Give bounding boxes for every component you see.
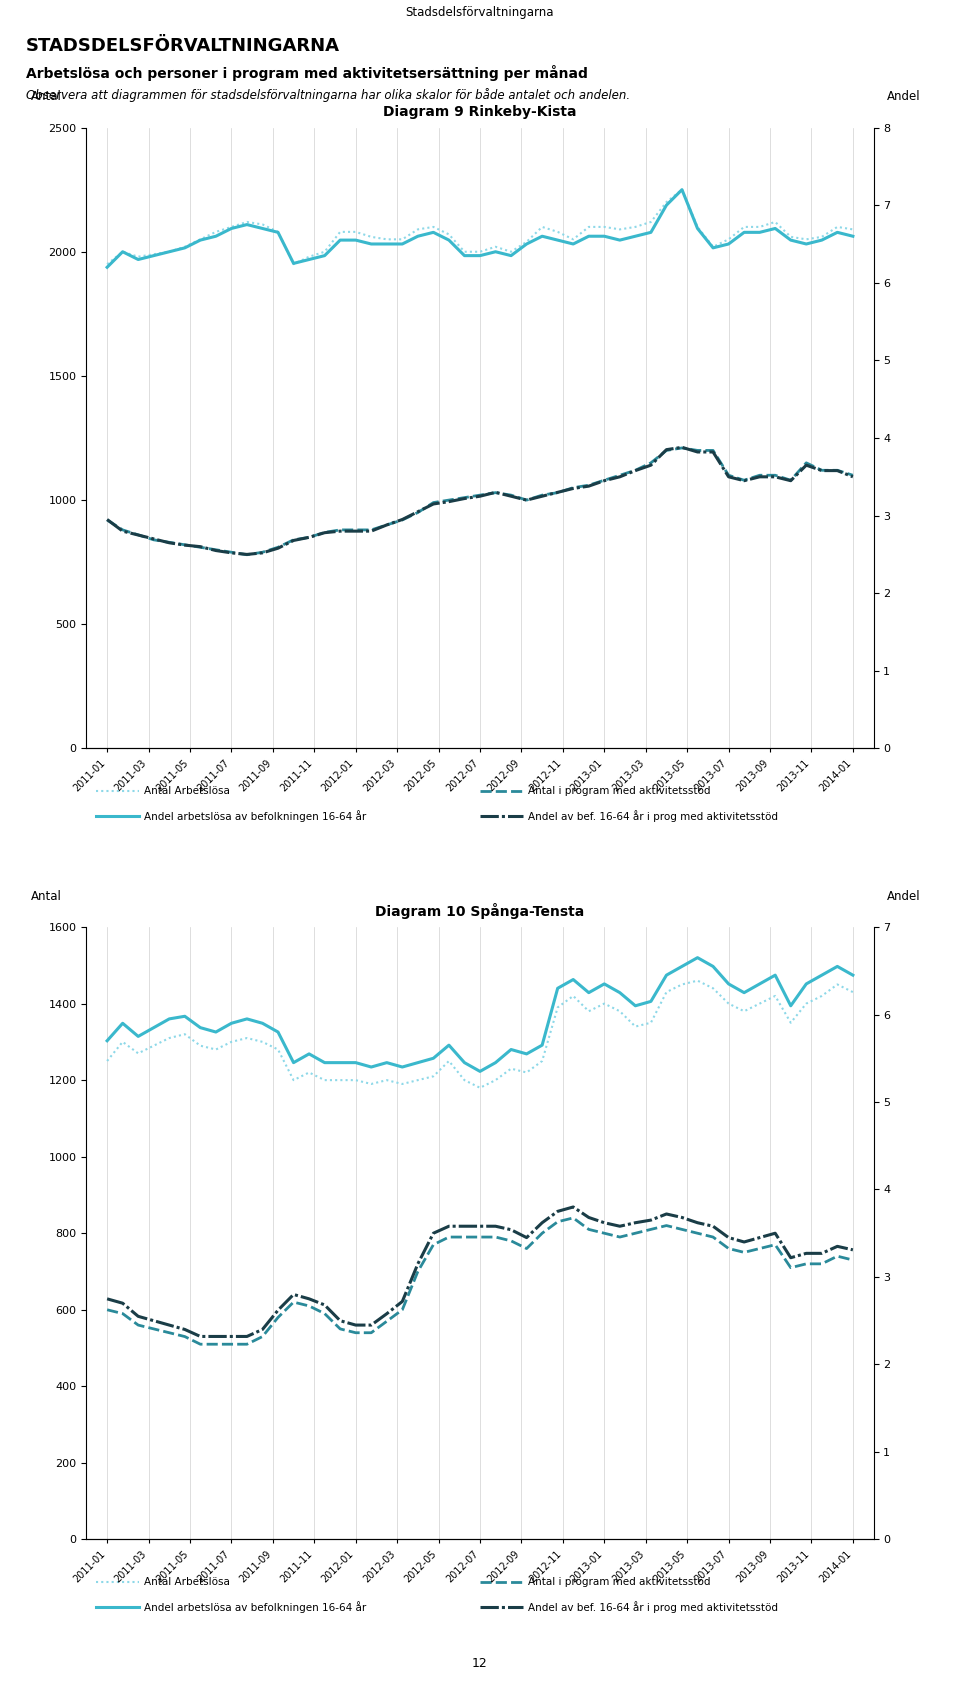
Text: Andel av bef. 16-64 år i prog med aktivitetsstöd: Andel av bef. 16-64 år i prog med aktivi…: [528, 811, 778, 822]
Text: Antal i program med aktivitetsstöd: Antal i program med aktivitetsstöd: [528, 786, 710, 796]
Text: Andel: Andel: [887, 890, 921, 903]
Text: 12: 12: [472, 1657, 488, 1670]
Text: Observera att diagrammen för stadsdelsförvaltningarna har olika skalor för både : Observera att diagrammen för stadsdelsfö…: [26, 88, 630, 102]
Text: Antal Arbetslösa: Antal Arbetslösa: [144, 786, 229, 796]
Text: Antal i program med aktivitetsstöd: Antal i program med aktivitetsstöd: [528, 1577, 710, 1587]
Text: Andel: Andel: [887, 90, 921, 102]
Title: Diagram 9 Rinkeby-Kista: Diagram 9 Rinkeby-Kista: [383, 105, 577, 119]
Text: STADSDELSFÖRVALTNINGARNA: STADSDELSFÖRVALTNINGARNA: [26, 37, 340, 56]
Text: Arbetslösa och personer i program med aktivitetsersättning per månad: Arbetslösa och personer i program med ak…: [26, 65, 588, 80]
Text: Andel arbetslösa av befolkningen 16-64 år: Andel arbetslösa av befolkningen 16-64 å…: [144, 1602, 367, 1613]
Text: Antal: Antal: [32, 90, 62, 102]
Text: Antal: Antal: [32, 890, 62, 903]
Text: Stadsdelsförvaltningarna: Stadsdelsförvaltningarna: [406, 5, 554, 19]
Text: Andel av bef. 16-64 år i prog med aktivitetsstöd: Andel av bef. 16-64 år i prog med aktivi…: [528, 1602, 778, 1613]
Text: Antal Arbetslösa: Antal Arbetslösa: [144, 1577, 229, 1587]
Title: Diagram 10 Spånga-Tensta: Diagram 10 Spånga-Tensta: [375, 903, 585, 919]
Text: Andel arbetslösa av befolkningen 16-64 år: Andel arbetslösa av befolkningen 16-64 å…: [144, 811, 367, 822]
